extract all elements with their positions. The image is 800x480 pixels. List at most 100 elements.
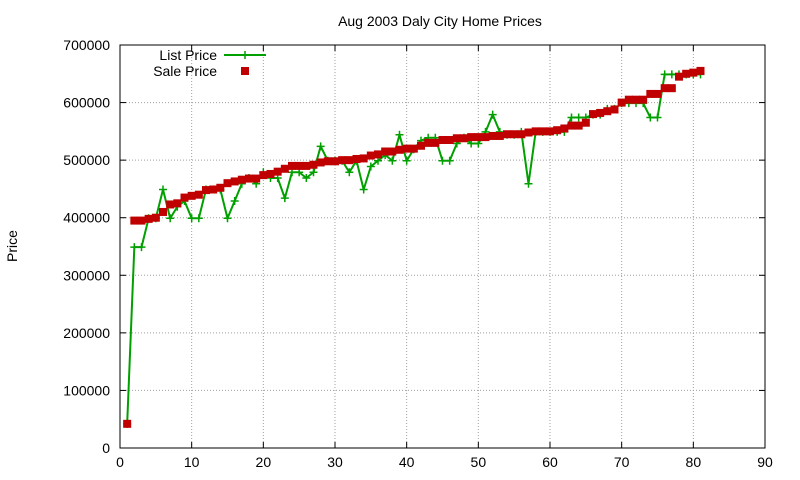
data-point-sale-price — [574, 121, 583, 130]
data-point-sale-price — [223, 179, 232, 188]
data-point-sale-price — [359, 154, 368, 163]
data-point-sale-price — [589, 110, 597, 119]
data-point-sale-price — [660, 84, 669, 93]
data-point-sale-price — [266, 169, 275, 178]
x-tick-label: 70 — [614, 454, 630, 470]
legend-label-list-price: List Price — [159, 47, 217, 63]
data-point-sale-price — [288, 161, 296, 170]
series-list-price — [123, 70, 705, 428]
data-point-sale-price — [624, 95, 633, 104]
data-point-sale-price — [202, 186, 210, 195]
grid-lines — [120, 45, 765, 448]
data-point-sale-price — [187, 191, 196, 200]
data-point-sale-price — [194, 190, 203, 199]
plot-frame — [119, 44, 766, 449]
data-point-sale-price — [667, 84, 676, 93]
legend-marker-list-price — [241, 51, 249, 59]
data-point-sale-price — [431, 138, 440, 147]
y-tick-label: 400000 — [63, 210, 110, 226]
data-point-sale-price — [366, 151, 375, 160]
data-point-sale-price — [596, 108, 605, 117]
data-point-sale-price — [130, 216, 139, 225]
data-point-sale-price — [488, 131, 497, 140]
data-point-sale-price — [209, 185, 218, 194]
data-point-sale-price — [374, 150, 382, 159]
data-point-sale-price — [409, 144, 418, 153]
x-tick-label: 20 — [256, 454, 272, 470]
data-point-list-price — [524, 179, 533, 188]
data-point-sale-price — [216, 183, 225, 192]
data-point-sale-price — [295, 161, 304, 170]
data-point-sale-price — [460, 134, 468, 143]
data-point-list-price — [359, 185, 368, 194]
data-point-sale-price — [610, 105, 619, 114]
data-point-sale-price — [424, 138, 433, 147]
data-point-sale-price — [567, 121, 576, 130]
data-point-list-price — [280, 194, 289, 203]
data-point-list-price — [345, 168, 354, 177]
data-point-sale-price — [237, 175, 246, 184]
data-point-sale-price — [259, 171, 268, 180]
data-point-sale-price — [302, 161, 311, 170]
data-point-list-price — [667, 70, 676, 79]
data-point-sale-price — [553, 126, 562, 135]
legend-label-sale-price: Sale Price — [153, 63, 217, 79]
y-tick-label: 700000 — [63, 37, 110, 53]
series-line-list-price — [126, 73, 701, 424]
data-point-sale-price — [617, 98, 626, 107]
data-point-list-price — [445, 156, 454, 165]
data-point-sale-price — [151, 213, 160, 222]
data-point-list-price — [488, 110, 497, 119]
data-point-sale-price — [417, 141, 425, 150]
data-point-sale-price — [639, 95, 648, 104]
chart-title: Aug 2003 Daly City Home Prices — [338, 13, 542, 29]
data-point-sale-price — [689, 68, 698, 77]
data-point-sale-price — [467, 133, 476, 142]
data-point-list-price — [230, 197, 239, 206]
data-point-sale-price — [144, 214, 153, 223]
x-tick-label: 80 — [686, 454, 702, 470]
data-point-list-price — [388, 156, 397, 165]
x-tick-label: 10 — [184, 454, 200, 470]
data-point-list-price — [194, 214, 203, 223]
data-point-list-price — [187, 214, 196, 223]
y-tick-label: 0 — [102, 440, 110, 456]
series-layer — [123, 66, 705, 428]
data-point-sale-price — [646, 89, 655, 98]
data-point-sale-price — [323, 157, 332, 166]
data-point-list-price — [137, 243, 146, 252]
data-point-sale-price — [402, 144, 411, 153]
data-point-sale-price — [696, 66, 705, 75]
data-point-list-price — [660, 70, 669, 79]
legend: List Price Sale Price — [153, 47, 266, 79]
y-tick-label: 100000 — [63, 382, 110, 398]
data-point-list-price — [302, 173, 311, 182]
data-point-sale-price — [331, 157, 339, 166]
data-point-list-price — [402, 156, 411, 165]
data-point-sale-price — [481, 133, 490, 142]
x-tick-label: 90 — [757, 454, 773, 470]
data-point-sale-price — [560, 124, 569, 133]
axis-ticks: 0 10 20 30 40 50 60 70 80 90 0 100000 200000 300000 40… — [63, 37, 773, 470]
data-point-sale-price — [675, 72, 683, 81]
data-point-sale-price — [180, 193, 189, 202]
data-point-list-price — [574, 113, 583, 122]
data-point-list-price — [130, 243, 139, 252]
data-point-sale-price — [381, 147, 390, 156]
data-point-sale-price — [159, 207, 167, 216]
x-tick-label: 40 — [399, 454, 415, 470]
y-tick-label: 300000 — [63, 267, 110, 283]
data-point-list-price — [567, 113, 576, 122]
data-point-list-price — [438, 156, 447, 165]
data-point-sale-price — [338, 156, 347, 165]
data-point-sale-price — [123, 419, 132, 428]
data-point-sale-price — [452, 134, 461, 143]
y-tick-label: 600000 — [63, 95, 110, 111]
data-point-sale-price — [503, 130, 511, 139]
x-tick-label: 30 — [327, 454, 343, 470]
y-tick-label: 200000 — [63, 325, 110, 341]
data-point-list-price — [166, 214, 175, 223]
data-point-sale-price — [495, 131, 504, 140]
data-point-list-price — [309, 168, 318, 177]
x-tick-label: 60 — [542, 454, 558, 470]
